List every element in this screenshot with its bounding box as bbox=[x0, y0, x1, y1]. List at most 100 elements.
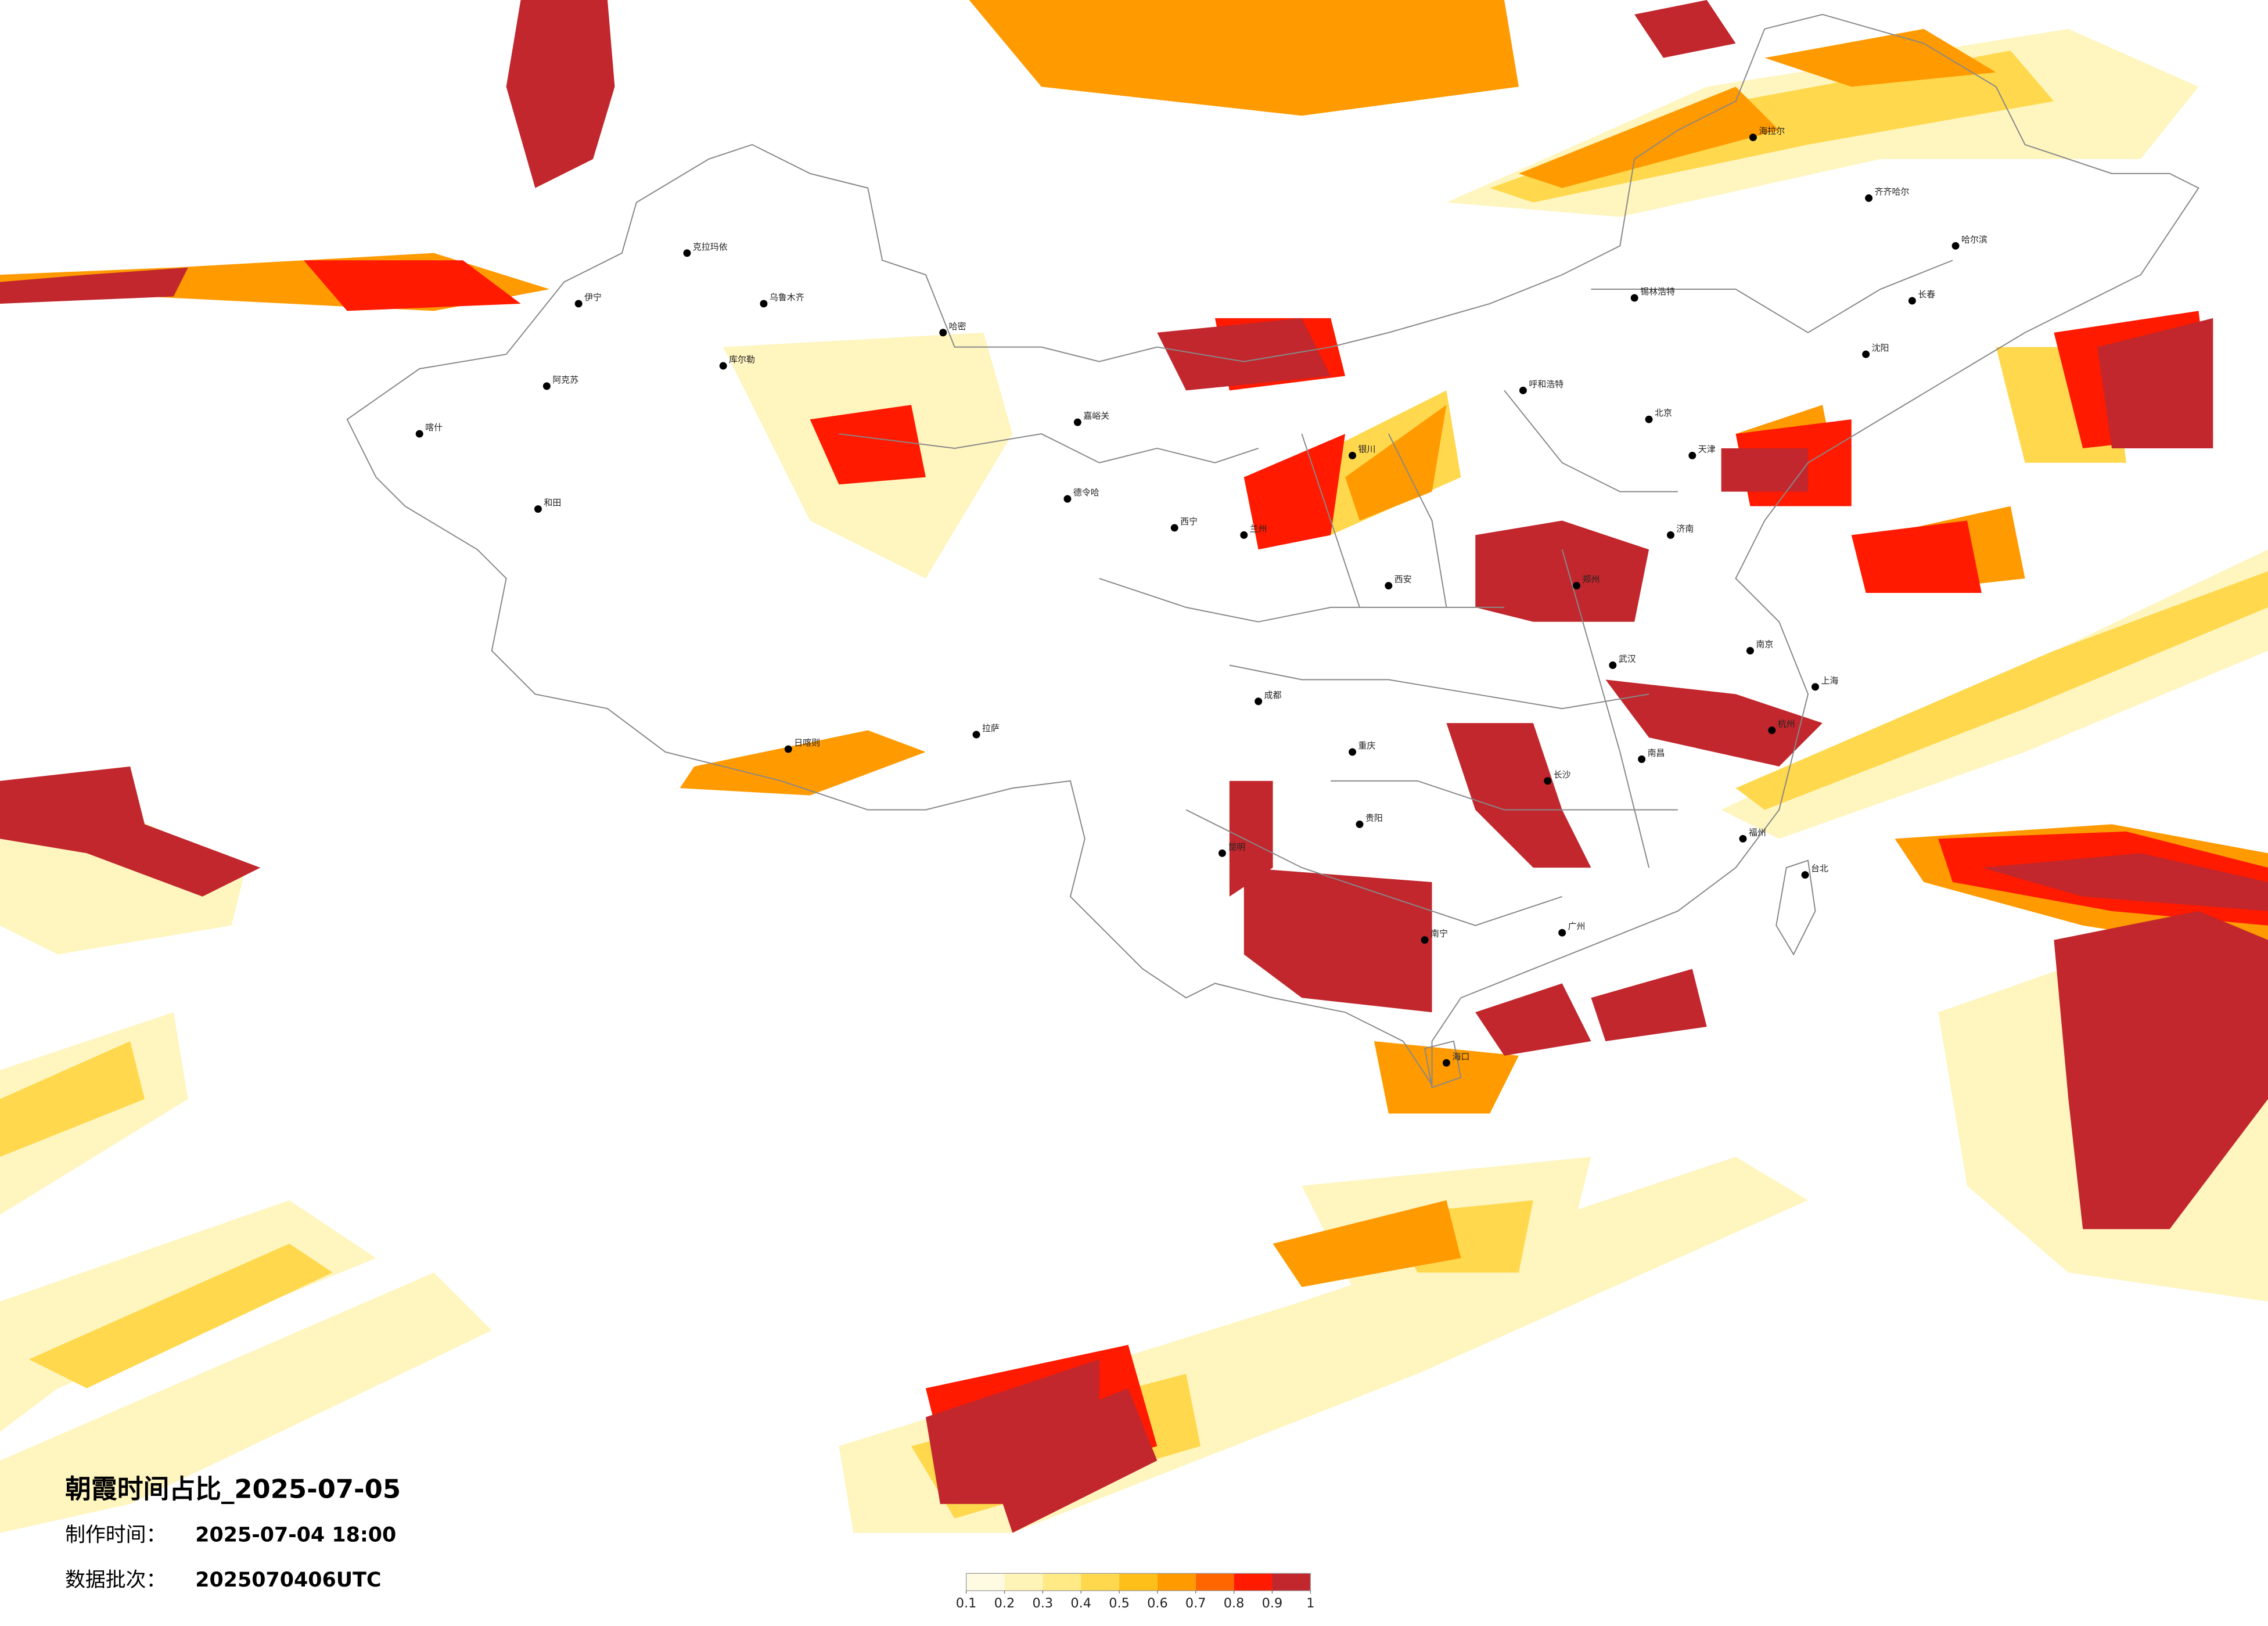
city-dot bbox=[1349, 748, 1357, 756]
city-label: 北京 bbox=[1655, 408, 1672, 418]
made-time: 2025-07-04 18:00 bbox=[195, 1524, 396, 1547]
legend-tick-label: 0.2 bbox=[994, 1596, 1015, 1611]
city-dot bbox=[784, 745, 792, 753]
city-label: 南京 bbox=[1756, 639, 1773, 650]
city-dot bbox=[1749, 134, 1757, 142]
legend: 0.1 0.2 0.3 0.4 0.5 0.6 0.7 0.8 0.9 1 bbox=[956, 1573, 1314, 1611]
city-dot bbox=[1558, 929, 1566, 937]
city-label: 呼和浩特 bbox=[1529, 379, 1563, 389]
legend-swatch bbox=[1043, 1573, 1081, 1591]
city-label: 杭州 bbox=[1778, 719, 1795, 729]
city-dot bbox=[1768, 726, 1776, 735]
city-dot bbox=[1630, 294, 1638, 302]
city-label: 长沙 bbox=[1554, 769, 1571, 780]
city-label: 乌鲁木齐 bbox=[770, 292, 804, 303]
heat-dark bbox=[0, 0, 2268, 1533]
city-label: 日喀则 bbox=[794, 738, 820, 748]
city-dot bbox=[1746, 647, 1754, 655]
city-label: 哈密 bbox=[949, 321, 966, 332]
city-label: 喀什 bbox=[425, 422, 443, 433]
city-label: 阿克苏 bbox=[552, 375, 578, 385]
heat-layer bbox=[0, 0, 2268, 1533]
legend-swatch bbox=[966, 1573, 1005, 1591]
city-dot bbox=[1442, 1059, 1450, 1067]
legend-tick-label: 0.3 bbox=[1033, 1596, 1054, 1611]
city-label: 锡林浩特 bbox=[1640, 286, 1675, 297]
heat-orange bbox=[0, 0, 2268, 1287]
city-label: 拉萨 bbox=[982, 723, 1000, 733]
city-label: 郑州 bbox=[1583, 574, 1600, 585]
city-dot bbox=[1349, 451, 1357, 459]
city-dot bbox=[1170, 524, 1178, 532]
city-dot bbox=[1385, 582, 1393, 590]
city-label: 广州 bbox=[1568, 921, 1586, 931]
city-dot bbox=[542, 382, 551, 390]
city-dot bbox=[1573, 582, 1581, 590]
city-dot bbox=[1240, 531, 1248, 539]
city-dot bbox=[1218, 849, 1226, 857]
heat-pale bbox=[0, 28, 2268, 1533]
city-dot bbox=[1801, 871, 1809, 879]
legend-swatch bbox=[1081, 1573, 1120, 1591]
city-label: 南昌 bbox=[1648, 747, 1665, 758]
legend-swatch bbox=[1157, 1573, 1196, 1591]
city-dot bbox=[1063, 495, 1072, 503]
city-dot bbox=[574, 300, 583, 308]
city-label: 上海 bbox=[1821, 675, 1838, 686]
legend-tick-label: 0.1 bbox=[956, 1596, 977, 1611]
city-label: 哈尔滨 bbox=[1961, 234, 1987, 244]
city-dot bbox=[1951, 242, 1960, 250]
batch-label: 数据批次： bbox=[65, 1569, 166, 1592]
city-label: 伊宁 bbox=[584, 292, 602, 303]
map-title: 朝霞时间占比_2025-07-05 bbox=[65, 1473, 401, 1504]
made-label: 制作时间： bbox=[65, 1524, 166, 1547]
city-dot bbox=[1421, 936, 1429, 944]
city-dot bbox=[534, 505, 542, 513]
legend-tick-label: 0.7 bbox=[1185, 1596, 1206, 1611]
city-dot bbox=[972, 731, 980, 739]
city-label: 长春 bbox=[1918, 289, 1935, 300]
city-label: 沈阳 bbox=[1872, 343, 1889, 353]
city-dot bbox=[760, 300, 768, 308]
legend-swatch bbox=[1195, 1573, 1234, 1591]
legend-tick-label: 1 bbox=[1306, 1596, 1314, 1611]
city-dot bbox=[1356, 820, 1364, 828]
legend-swatch bbox=[1004, 1573, 1043, 1591]
city-label: 贵阳 bbox=[1365, 812, 1383, 823]
city-label: 德令哈 bbox=[1073, 487, 1099, 498]
city-label: 济南 bbox=[1676, 523, 1694, 534]
legend-tick-label: 0.5 bbox=[1109, 1596, 1130, 1611]
city-label: 银川 bbox=[1358, 444, 1376, 454]
city-label: 库尔勒 bbox=[729, 354, 755, 365]
city-label: 嘉峪关 bbox=[1083, 411, 1109, 421]
city-label: 齐齐哈尔 bbox=[1875, 186, 1910, 197]
city-dot bbox=[1073, 418, 1081, 426]
legend-tick-label: 0.6 bbox=[1147, 1596, 1168, 1611]
city-dot bbox=[1862, 350, 1870, 358]
city-label: 西安 bbox=[1394, 574, 1412, 585]
city-dot bbox=[1638, 755, 1646, 763]
city-dot bbox=[939, 329, 947, 337]
city-label: 兰州 bbox=[1250, 523, 1267, 534]
city-dot bbox=[415, 430, 423, 438]
legend-tick-label: 0.8 bbox=[1224, 1596, 1245, 1611]
city-label: 天津 bbox=[1698, 444, 1716, 454]
city-label: 重庆 bbox=[1358, 740, 1376, 751]
city-label: 海拉尔 bbox=[1759, 126, 1785, 136]
city-label: 福州 bbox=[1749, 827, 1766, 837]
legend-swatch bbox=[1119, 1573, 1158, 1591]
city-dot bbox=[1609, 661, 1617, 669]
city-dot bbox=[683, 249, 691, 257]
city-label: 西宁 bbox=[1180, 516, 1198, 527]
city-dot bbox=[1811, 683, 1819, 691]
borders bbox=[346, 13, 2199, 1088]
city-dot bbox=[1645, 415, 1653, 423]
city-label: 和田 bbox=[544, 498, 561, 508]
legend-frame bbox=[965, 1573, 1311, 1591]
city-dot bbox=[1865, 194, 1873, 202]
city-dot bbox=[1519, 386, 1527, 394]
city-dot bbox=[1908, 297, 1916, 305]
batch: 2025070406UTC bbox=[195, 1569, 381, 1592]
